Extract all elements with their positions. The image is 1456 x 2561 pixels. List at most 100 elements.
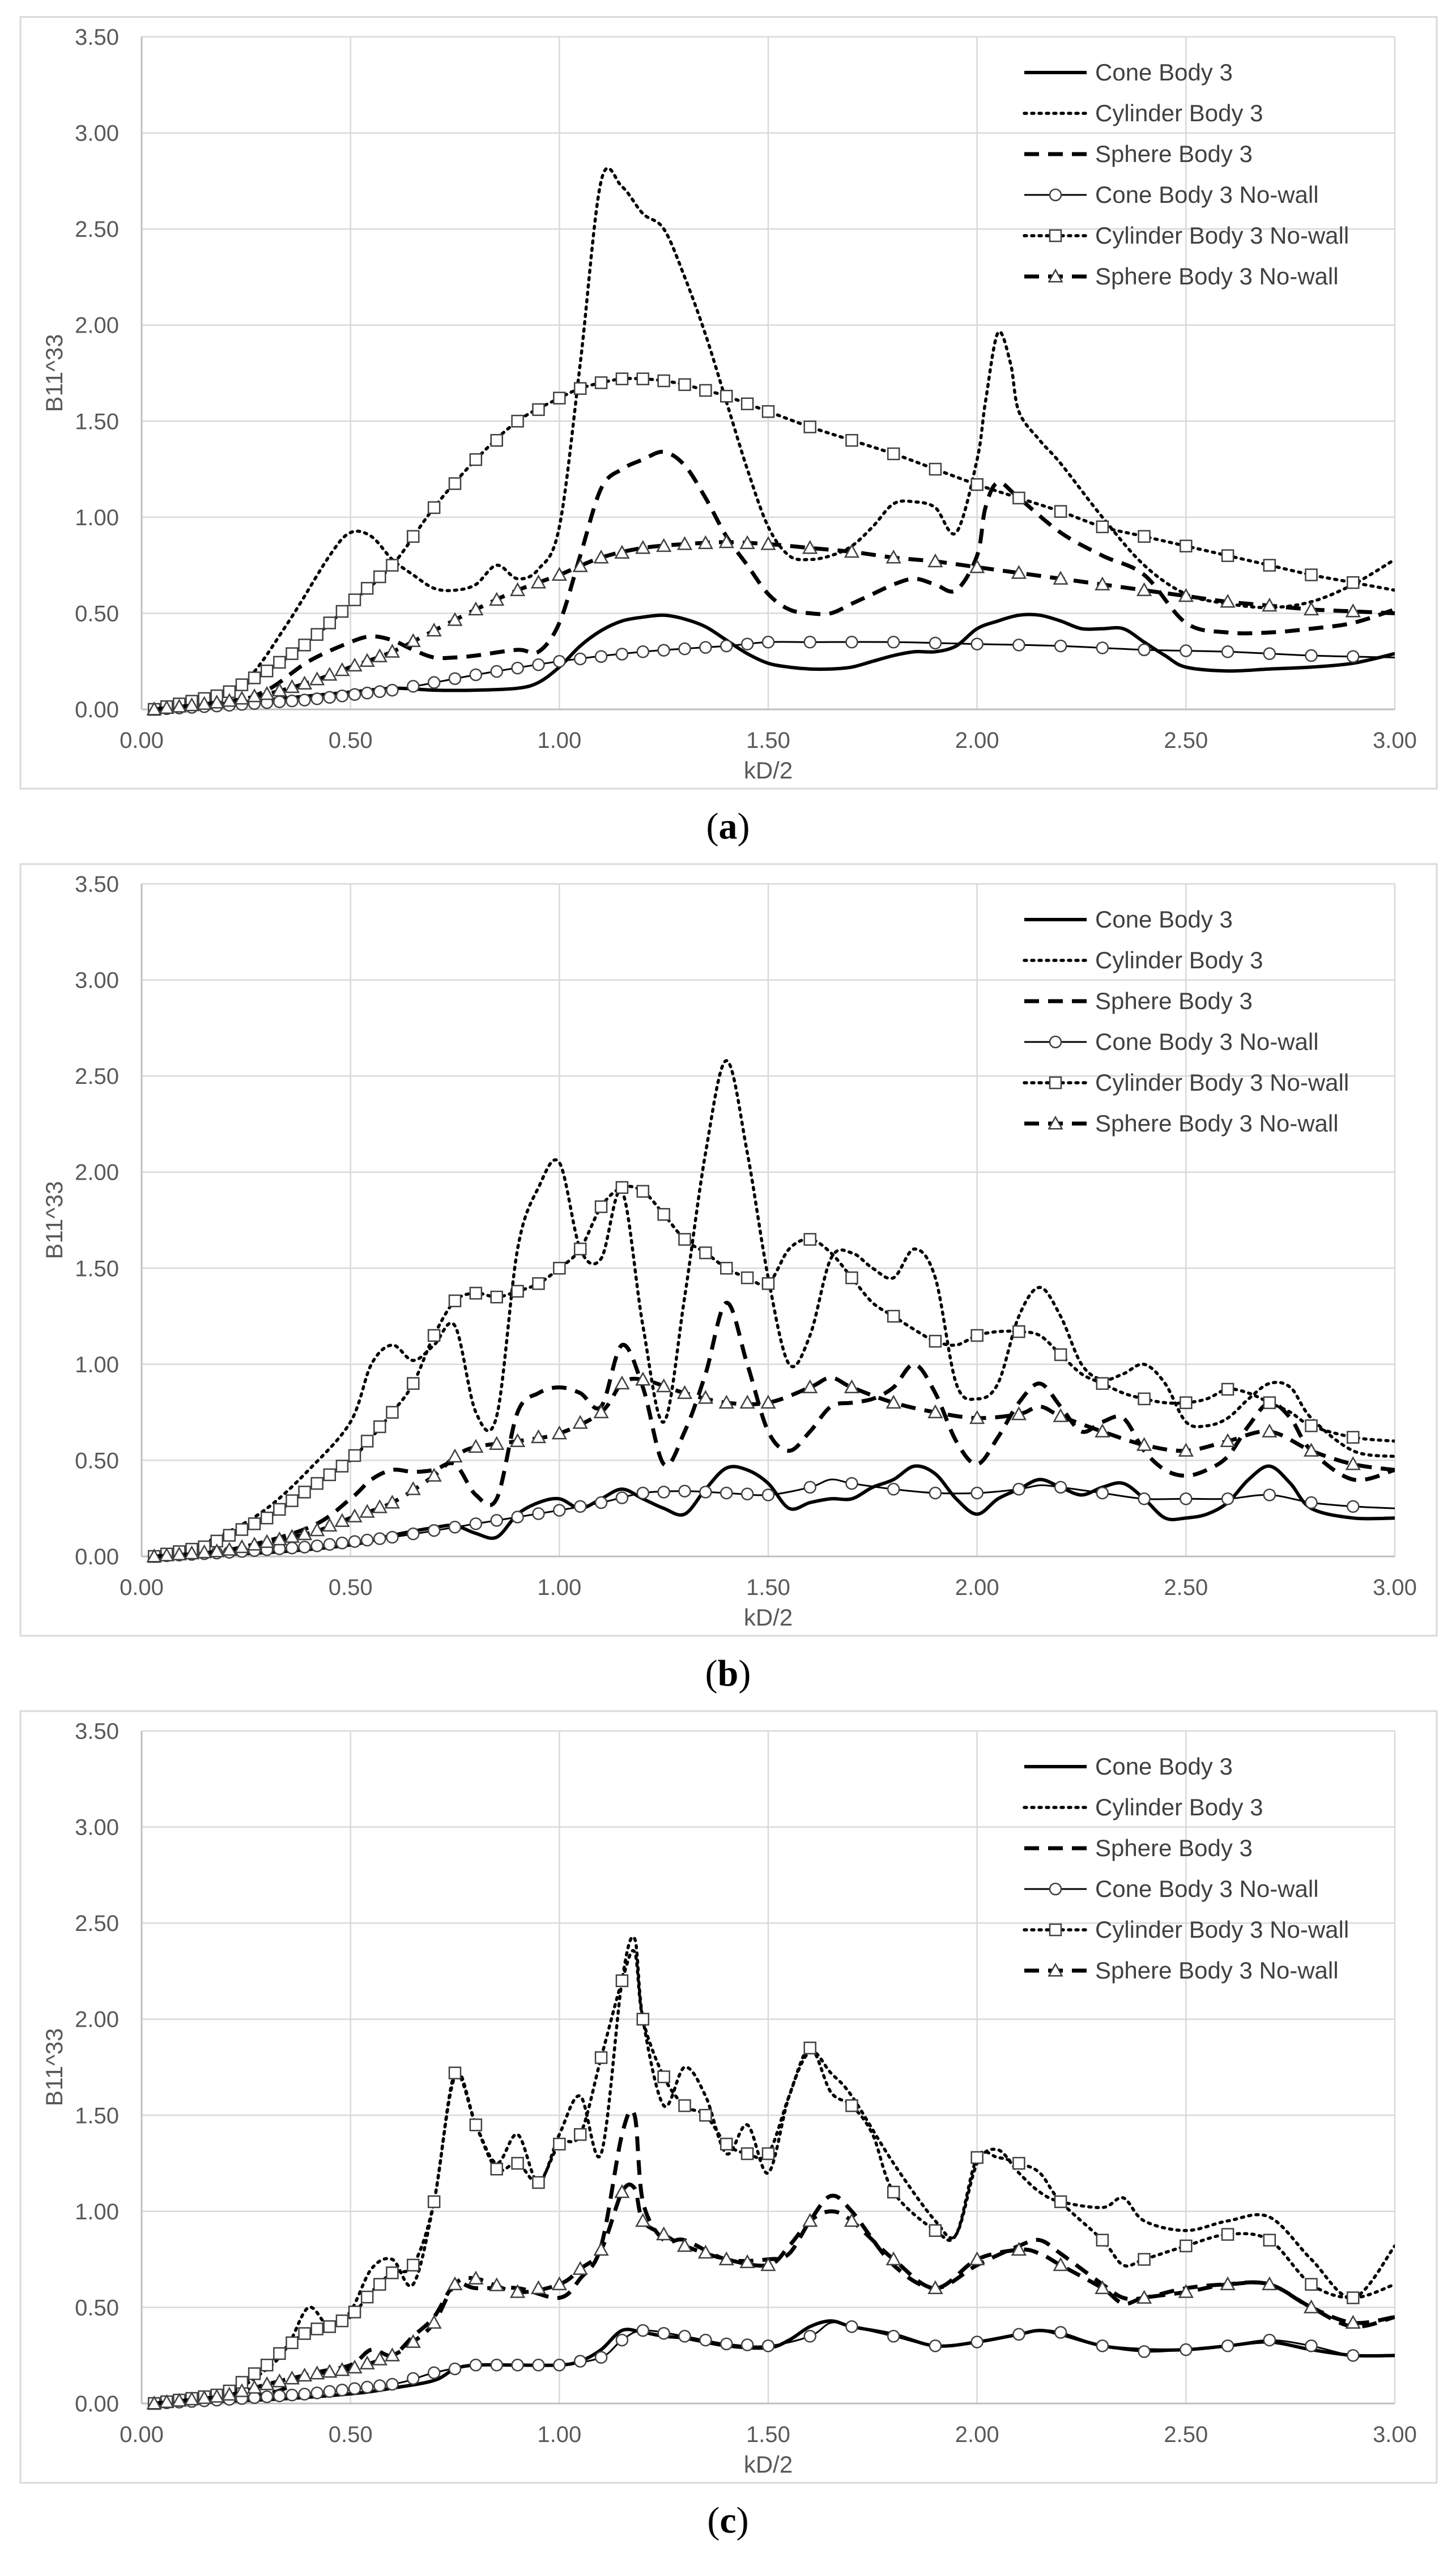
- circle-marker: [553, 2358, 566, 2372]
- x-tick-label: 3.00: [1373, 2422, 1417, 2447]
- triangle-marker: [384, 1494, 401, 1509]
- square-marker: [511, 2156, 524, 2170]
- circle-marker: [1305, 649, 1318, 662]
- square-marker: [386, 2266, 399, 2279]
- circle-marker: [699, 641, 712, 654]
- square-marker: [360, 1435, 374, 1448]
- square-marker: [678, 378, 691, 392]
- series-cone-body-3-no-wall: [147, 636, 1395, 716]
- circle-marker: [448, 2362, 462, 2376]
- triangle-marker: [927, 1404, 943, 1419]
- square-marker: [248, 671, 261, 684]
- square-marker: [761, 2147, 775, 2160]
- triangle-marker: [676, 2237, 693, 2252]
- triangle-marker: [1011, 565, 1027, 579]
- circle-marker: [511, 1511, 524, 1524]
- square-marker: [260, 664, 274, 678]
- square-marker: [1221, 2228, 1234, 2241]
- square-marker: [740, 1271, 754, 1284]
- triangle-marker: [760, 536, 776, 550]
- triangle-marker: [1136, 582, 1152, 597]
- circle-marker: [1096, 1486, 1109, 1500]
- square-marker: [657, 1208, 670, 1221]
- square-marker: [407, 2258, 420, 2272]
- circle-marker: [335, 690, 349, 703]
- square-marker: [1138, 530, 1151, 543]
- square-marker: [490, 433, 503, 447]
- square-marker: [1054, 505, 1067, 518]
- series-line: [152, 1935, 1395, 2405]
- y-tick-label: 3.00: [75, 1815, 119, 1840]
- circle-marker: [1180, 644, 1193, 657]
- circle-marker: [636, 1486, 650, 1500]
- square-marker: [373, 1420, 386, 1433]
- y-tick-label: 1.50: [75, 2103, 119, 2128]
- square-marker: [553, 1262, 566, 1275]
- legend-label: Cylinder Body 3: [1095, 947, 1263, 973]
- legend-item: Cylinder Body 3 No-wall: [1023, 222, 1349, 249]
- triangle-marker: [309, 2366, 325, 2380]
- square-marker: [448, 2066, 462, 2079]
- y-tick-label: 0.00: [75, 2392, 119, 2417]
- triangle-marker: [885, 1394, 901, 1409]
- triangle-marker: [159, 700, 174, 714]
- legend-item: Sphere Body 3: [1024, 1835, 1253, 1861]
- x-tick-label: 1.00: [537, 1575, 581, 1600]
- chart-frame: [19, 1710, 1438, 2484]
- triangle-marker: [384, 644, 401, 658]
- legend-label: Sphere Body 3: [1095, 1835, 1253, 1861]
- square-marker: [348, 2305, 361, 2318]
- triangle-marker: [246, 1537, 262, 1551]
- y-tick-label: 1.00: [75, 505, 119, 530]
- x-tick-label: 0.00: [120, 2422, 164, 2447]
- square-marker: [929, 462, 942, 476]
- square-marker: [407, 530, 420, 543]
- square-marker: [248, 1517, 261, 1530]
- circle-marker: [1012, 1483, 1025, 1496]
- circle-marker: [427, 1524, 441, 1537]
- circle-marker: [636, 2324, 650, 2337]
- square-marker: [407, 1377, 420, 1390]
- triangle-marker: [530, 1429, 547, 1444]
- circle-marker: [373, 1532, 386, 1545]
- square-marker: [678, 2099, 691, 2112]
- triangle-marker: [196, 2390, 212, 2404]
- chart-frame: [19, 16, 1438, 790]
- square-marker: [573, 382, 587, 395]
- triangle-marker: [676, 536, 693, 550]
- square-marker: [286, 2336, 299, 2350]
- square-marker: [1221, 549, 1234, 562]
- legend-label: Cylinder Body 3 No-wall: [1095, 222, 1349, 249]
- square-marker: [298, 2327, 311, 2340]
- triangle-marker: [209, 2388, 225, 2403]
- panel-caption-letter: b: [718, 1653, 739, 1694]
- square-marker: [1263, 2234, 1276, 2247]
- circle-marker: [803, 1481, 816, 1494]
- circle-marker: [657, 2326, 670, 2340]
- square-marker: [1096, 520, 1109, 534]
- x-tick-label: 2.00: [955, 728, 999, 753]
- triangle-marker: [271, 1531, 287, 1546]
- legend-label: Sphere Body 3 No-wall: [1095, 263, 1339, 290]
- triangle-marker: [347, 1508, 363, 1522]
- square-marker: [720, 2137, 733, 2151]
- triangle-marker: [468, 2270, 484, 2285]
- chart-panel-c: 0.00 0.50 1.00 1.50 2.00 2.50 3.00 3.50 0.00 0.50…: [19, 1710, 1438, 2484]
- circle-marker: [490, 665, 503, 678]
- circle-marker: [929, 2339, 942, 2352]
- legend-label: Cylinder Body 3: [1095, 1794, 1263, 1820]
- circle-marker: [1221, 2339, 1234, 2352]
- triangle-marker: [1095, 2280, 1110, 2294]
- triangle-marker: [697, 1390, 714, 1404]
- square-marker: [573, 1243, 587, 1256]
- circle-marker: [260, 2390, 274, 2403]
- circle-marker: [310, 1539, 323, 1552]
- square-marker: [573, 2128, 587, 2141]
- triangle-marker: [489, 1436, 505, 1450]
- square-marker: [223, 1529, 236, 1542]
- circle-marker: [532, 658, 545, 671]
- triangle-marker: [718, 1394, 734, 1409]
- triangle-marker: [234, 2383, 250, 2397]
- circle-marker: [448, 1521, 462, 1534]
- y-tick-label: 1.00: [75, 2200, 119, 2224]
